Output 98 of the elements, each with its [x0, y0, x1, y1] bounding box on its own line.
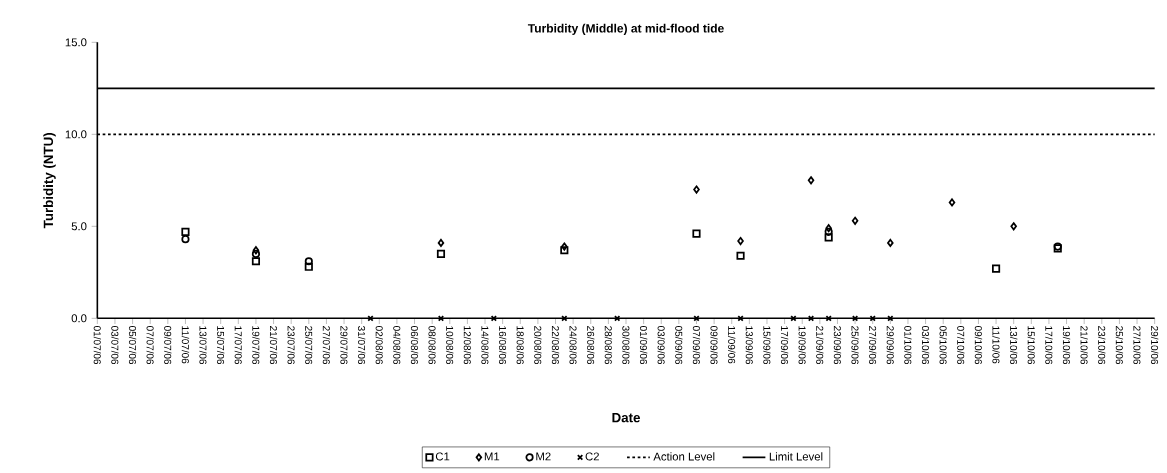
- point: [304, 257, 313, 266]
- point: [851, 216, 859, 225]
- point: [737, 236, 744, 246]
- x-tick-label: 11/07/06: [181, 326, 190, 364]
- y-axis-title: Turbidity (NTU): [43, 132, 56, 229]
- x-tick-label: 09/10/06: [974, 326, 983, 365]
- x-tick-label: 03/09/06: [657, 326, 665, 365]
- x-tick-label: 13/09/06: [745, 326, 754, 365]
- x-tick-label: 09/09/06: [710, 326, 718, 365]
- point: [367, 315, 374, 322]
- x-tick-label: 19/10/06: [1062, 326, 1071, 365]
- x-tick-label: 24/08/06: [569, 326, 577, 365]
- x-tick-label: 28/08/06: [604, 326, 613, 365]
- point: [304, 262, 313, 271]
- point: [560, 246, 569, 255]
- x-tick-label: 09/07/06: [164, 326, 172, 365]
- x-tick-label: 29/10/06: [1150, 326, 1159, 365]
- x-tick-label: 25/07/06: [305, 326, 313, 365]
- point: [693, 315, 700, 322]
- x-tick-label: 21/10/06: [1080, 326, 1088, 365]
- x-tick-label: 04/08/06: [393, 326, 401, 365]
- x-tick-label: 23/10/06: [1098, 326, 1106, 365]
- x-tick-label: 17/10/06: [1045, 326, 1053, 365]
- x-tick-label: 15/07/06: [217, 326, 225, 365]
- x-tick-label: 19/09/06: [798, 326, 806, 365]
- x-tick-label: 01/10/06: [904, 326, 912, 365]
- x-tick-label: 07/09/06: [692, 326, 701, 365]
- x-tick-label: 08/08/06: [428, 326, 436, 365]
- x-tick-label: 31/07/06: [358, 325, 366, 365]
- x-tick-label: 10/08/06: [446, 326, 454, 365]
- legend-label: C1: [435, 452, 450, 461]
- x-tick-label: 01/07/06: [93, 326, 101, 365]
- point: [436, 249, 446, 258]
- legend-label: Action Level: [653, 452, 715, 461]
- legend-label: Limit Level: [769, 452, 823, 461]
- x-tick-label: 25/10/06: [1115, 326, 1124, 365]
- point: [1010, 222, 1017, 231]
- x-tick-label: 12/08/06: [463, 326, 472, 365]
- x-tick-label: 14/08/06: [481, 326, 489, 365]
- x-tick-label: 30/08/06: [622, 325, 630, 365]
- x-tick-label: 27/10/06: [1133, 326, 1141, 365]
- point: [887, 238, 894, 247]
- x-tick-label: 17/09/06: [780, 326, 789, 365]
- point: [561, 242, 568, 251]
- legend-label: M2: [536, 452, 551, 461]
- x-tick-label: 07/07/06: [146, 326, 154, 365]
- x-tick-label: 15/10/06: [1027, 326, 1035, 365]
- x-tick-label: 18/08/06: [516, 326, 524, 365]
- x-tick-label: 13/07/06: [199, 326, 207, 365]
- x-tick-label: 13/10/06: [1010, 326, 1018, 365]
- x-tick-label: 27/09/06: [869, 326, 877, 365]
- point: [181, 227, 190, 236]
- point: [692, 229, 701, 238]
- x-tick-label: 29/09/06: [886, 326, 894, 365]
- x-tick-label: 05/10/06: [939, 326, 947, 365]
- x-tick-label: 26/08/06: [587, 326, 595, 365]
- x-tick-label: 07/10/06: [957, 326, 965, 365]
- x-tick-label: 25/09/06: [851, 326, 859, 365]
- x-tick-label: 22/08/06: [551, 326, 560, 365]
- point: [693, 185, 700, 194]
- point: [614, 315, 621, 322]
- x-tick-label: 01/09/06: [639, 326, 648, 365]
- legend-label: M1: [484, 452, 500, 461]
- chart-title: Turbidity (Middle) at mid-flood tide: [527, 23, 724, 35]
- x-tick-label: 17/07/06: [234, 326, 242, 365]
- x-tick-label: 05/07/06: [128, 326, 137, 365]
- x-tick-label: 03/07/06: [111, 326, 119, 365]
- x-tick-label: 21/09/06: [816, 326, 824, 365]
- x-tick-label: 16/08/06: [498, 326, 507, 365]
- x-tick-label: 03/10/06: [921, 326, 930, 365]
- x-tick-label: 02/08/06: [375, 326, 383, 365]
- x-tick-label: 20/08/06: [534, 326, 542, 365]
- y-tick-label: 0.0: [71, 314, 87, 323]
- point: [948, 198, 956, 207]
- x-tick-label: 06/08/06: [410, 326, 419, 365]
- point: [824, 233, 833, 242]
- x-tick-label: 11/10/06: [992, 326, 1000, 364]
- x-tick-label: 23/07/06: [287, 326, 295, 365]
- x-tick-label: 15/09/06: [763, 326, 771, 365]
- y-tick-label: 15.0: [65, 38, 87, 47]
- point: [992, 264, 1001, 273]
- point: [437, 238, 445, 247]
- x-axis-title: Date: [612, 413, 640, 423]
- x-tick-label: 05/09/06: [675, 326, 683, 365]
- legend-label: C2: [585, 452, 599, 461]
- point: [736, 251, 745, 260]
- x-tick-label: 11/09/06: [728, 326, 736, 364]
- y-tick-label: 10.0: [65, 130, 87, 139]
- point: [807, 176, 815, 185]
- y-tick-label: 5.0: [71, 222, 87, 231]
- point: [490, 315, 497, 322]
- x-tick-label: 19/07/06: [252, 326, 260, 365]
- x-tick-label: 29/07/06: [340, 326, 348, 365]
- x-tick-label: 21/07/06: [269, 326, 278, 365]
- x-tick-label: 27/07/06: [322, 326, 331, 365]
- x-tick-label: 23/09/06: [833, 326, 842, 365]
- point: [251, 257, 261, 266]
- point: [181, 235, 190, 244]
